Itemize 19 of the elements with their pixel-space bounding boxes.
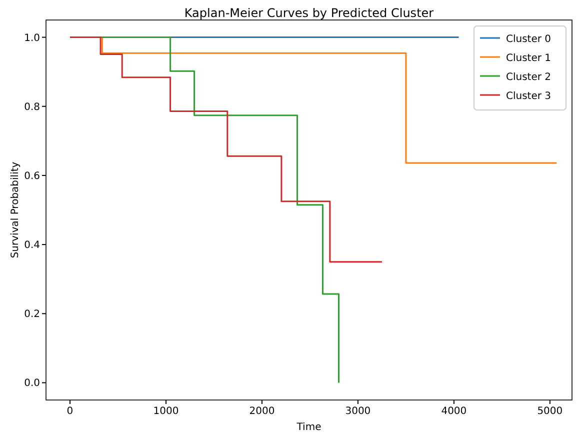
y-tick-label: 0.2	[24, 309, 40, 320]
x-tick-label: 3000	[345, 406, 371, 417]
y-axis-title: Survival Probability	[10, 162, 21, 258]
y-tick-label: 0.0	[24, 378, 40, 390]
y-tick-label: 0.6	[24, 170, 40, 182]
x-tick-label: 5000	[537, 406, 563, 417]
y-tick-label: 1.0	[24, 32, 40, 44]
x-tick-label: 1000	[153, 406, 179, 417]
x-tick-label: 0	[66, 406, 74, 417]
legend-label: Cluster 0	[506, 34, 552, 45]
x-tick-label: 2000	[249, 406, 275, 417]
x-tick-label: 4000	[441, 406, 467, 417]
y-tick-label: 0.4	[24, 240, 40, 252]
y-tick-label: 0.8	[24, 102, 40, 113]
legend-label: Cluster 3	[506, 91, 552, 102]
x-axis-title: Time	[296, 422, 322, 433]
legend-label: Cluster 2	[506, 72, 552, 83]
chart-title: Kaplan-Meier Curves by Predicted Cluster	[184, 6, 434, 20]
legend-label: Cluster 1	[506, 53, 552, 64]
